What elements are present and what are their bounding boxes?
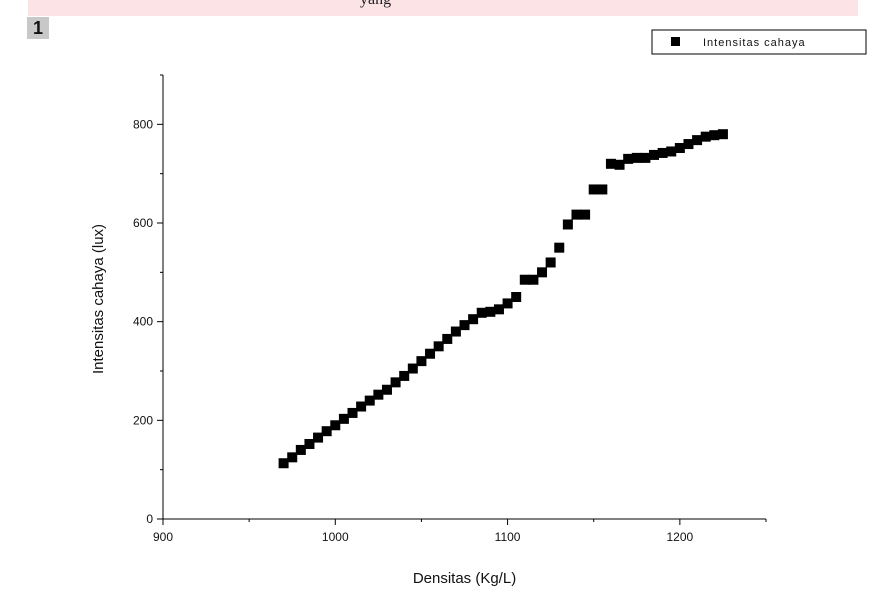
data-point <box>597 184 608 195</box>
data-point <box>657 147 668 158</box>
data-point <box>442 333 453 344</box>
panel-label: 1 <box>27 17 49 39</box>
data-point <box>588 184 599 195</box>
legend: Intensitas cahaya <box>651 29 867 55</box>
data-point <box>321 426 332 437</box>
data-point <box>537 267 548 278</box>
data-point <box>519 274 530 285</box>
data-point <box>407 363 418 374</box>
data-point <box>554 242 565 253</box>
data-point <box>692 135 703 146</box>
data-point <box>493 304 504 315</box>
legend-box <box>651 29 867 55</box>
x-tick-label: 1000 <box>322 530 349 544</box>
data-point <box>545 257 556 268</box>
y-tick-label: 600 <box>133 216 153 230</box>
data-point <box>528 274 539 285</box>
data-point <box>450 326 461 337</box>
y-axis-title: Intensitas cahaya (lux) <box>90 224 107 374</box>
data-point <box>666 146 677 157</box>
data-point <box>373 389 384 400</box>
data-point <box>485 306 496 317</box>
data-point <box>304 439 315 450</box>
data-point <box>476 307 487 318</box>
x-axis-title: Densitas (Kg/L) <box>413 570 516 587</box>
data-point <box>674 143 685 154</box>
data-point <box>399 370 410 381</box>
legend-label: Intensitas cahaya <box>703 37 806 49</box>
data-point <box>278 458 289 469</box>
y-tick-label: 400 <box>133 315 153 329</box>
data-points <box>278 129 728 469</box>
data-point <box>709 130 720 141</box>
axes <box>162 75 766 520</box>
data-point <box>605 158 616 169</box>
x-ticks: 900 1000 1100 1200 <box>153 519 767 544</box>
data-point <box>433 341 444 352</box>
data-point <box>562 219 573 230</box>
data-point <box>614 159 625 170</box>
data-point <box>287 452 298 463</box>
y-tick-label: 200 <box>133 413 153 427</box>
header-text: yang <box>360 0 391 9</box>
data-point <box>511 292 522 302</box>
data-point <box>640 152 651 163</box>
data-point <box>623 153 634 164</box>
data-point <box>295 444 306 455</box>
data-point <box>330 420 341 431</box>
data-point <box>425 348 436 359</box>
data-point <box>416 356 427 367</box>
data-point <box>381 384 392 395</box>
data-point <box>356 401 367 412</box>
data-point <box>390 377 401 388</box>
data-point <box>700 131 711 142</box>
data-point <box>717 129 728 140</box>
data-point <box>347 407 358 418</box>
top-strip: yang <box>28 0 858 16</box>
data-point <box>683 139 694 150</box>
x-tick-label: 1100 <box>495 530 521 544</box>
data-point <box>468 314 479 325</box>
y-ticks: 0 200 400 600 800 <box>133 74 163 526</box>
data-point <box>313 432 324 443</box>
data-point <box>364 395 375 406</box>
legend-marker <box>671 37 680 46</box>
data-point <box>459 320 470 331</box>
y-tick-label: 800 <box>133 117 153 131</box>
data-point <box>338 413 349 424</box>
data-point <box>649 149 660 160</box>
x-tick-label: 1200 <box>667 530 694 544</box>
data-point <box>631 152 642 163</box>
x-tick-label: 900 <box>153 530 173 544</box>
data-point <box>580 209 591 220</box>
data-point <box>571 209 582 220</box>
data-point <box>502 298 513 309</box>
y-tick-label: 0 <box>146 512 153 526</box>
